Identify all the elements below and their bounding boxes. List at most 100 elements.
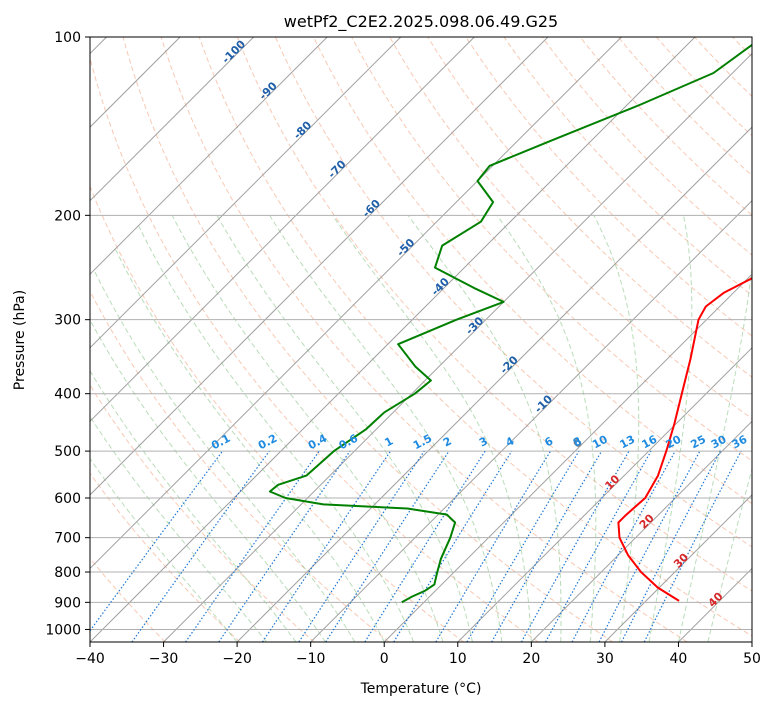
dry-adiabat-line	[465, 37, 752, 337]
moist-adiabat-line	[496, 215, 597, 642]
mixing-ratio-line	[621, 450, 721, 642]
dry-adiabats	[90, 37, 775, 642]
isobar-gridlines	[90, 37, 752, 630]
moist-adiabat-line	[90, 318, 326, 642]
isotherm-line	[457, 347, 752, 642]
y-axis-ticks: 100 200 300 400 500 600 700 800 900 1000	[45, 30, 90, 638]
isotherm-label: -90	[257, 79, 280, 102]
dry-adiabat-line	[90, 290, 390, 642]
y-tick-label: 800	[54, 565, 81, 581]
dry-adiabat-line	[236, 37, 752, 592]
moist-adiabat-line	[138, 225, 415, 642]
mixing-ratio-line	[298, 450, 425, 642]
dry-adiabat-line	[617, 37, 752, 177]
x-axis-ticks: −40 −30 −20 −10 0 10 20 30 40 50	[75, 642, 761, 667]
dry-adiabat-line	[503, 37, 752, 296]
isotherm-label: 40	[706, 590, 726, 610]
y-tick-label: 300	[54, 313, 81, 329]
isotherm-line	[90, 37, 328, 275]
y-tick-label: 100	[54, 30, 81, 46]
chart-title: wetPf2_C2E2.2025.098.06.49.G25	[284, 12, 558, 32]
dry-adiabat-line	[579, 37, 752, 216]
profile-lines	[268, 43, 752, 604]
moist-adiabat-line	[93, 270, 356, 642]
isotherm-label: -30	[463, 314, 486, 337]
isotherm-line	[236, 126, 752, 642]
dry-adiabat-line	[90, 56, 539, 642]
mixing-ratio-line	[185, 450, 320, 642]
dry-adiabat-line	[160, 37, 688, 642]
mixing-ratio-label: 20	[664, 433, 684, 452]
x-axis-label: Temperature (°C)	[360, 681, 482, 697]
plot-frame	[89, 36, 753, 643]
mixing-ratio-line	[131, 450, 270, 642]
temperature-profile	[617, 277, 752, 602]
mixing-ratio-line	[571, 450, 676, 642]
dewpoint-profile	[268, 43, 752, 604]
moist-adiabat-line	[115, 249, 385, 642]
isotherm-label: -10	[532, 392, 555, 415]
moist-adiabat-line	[407, 215, 562, 642]
dry-adiabat-line	[694, 37, 752, 98]
isotherm-label: -80	[291, 118, 314, 141]
skewed-isotherms	[90, 37, 752, 642]
y-tick-label: 700	[54, 531, 81, 547]
isotherm-line	[530, 420, 752, 642]
dry-adiabat-line	[427, 37, 752, 378]
x-tick-label: 20	[522, 651, 540, 667]
mixing-ratio-label: 1.5	[411, 432, 434, 453]
x-tick-label: 0	[380, 651, 389, 667]
x-tick-label: 40	[670, 651, 688, 667]
mixing-ratio-line	[643, 450, 742, 642]
isotherm-line	[90, 37, 255, 202]
dry-adiabat-line	[771, 37, 775, 642]
plot-area: -100-90-80-70-60-50-40-30-20-10010203040…	[90, 37, 775, 642]
moist-adiabat-line	[648, 215, 693, 642]
mixing-ratio-line	[393, 450, 513, 642]
dry-adiabat-line	[389, 37, 752, 420]
mixing-ratio-label: 1	[382, 434, 395, 449]
mixing-ratio-line	[598, 450, 701, 642]
mixing-ratio-label: 36	[730, 433, 750, 452]
isotherm-label: -100	[219, 37, 248, 66]
moist-adiabat-line	[677, 264, 752, 642]
y-tick-label: 600	[54, 491, 81, 507]
mixing-ratio-line	[545, 450, 652, 642]
y-tick-label: 500	[54, 444, 81, 460]
mixing-ratio-label: 30	[709, 433, 729, 452]
isotherm-line	[678, 567, 752, 642]
x-tick-label: −40	[75, 651, 105, 667]
y-tick-label: 1000	[45, 622, 81, 638]
mixing-ratio-line	[218, 450, 351, 642]
x-tick-label: −20	[222, 651, 252, 667]
mixing-ratio-label: 10	[590, 433, 610, 452]
isotherm-line	[310, 199, 752, 642]
mixing-ratio-line	[520, 450, 630, 642]
isotherm-line	[90, 37, 622, 570]
mixing-ratio-label: 2	[441, 434, 454, 449]
dry-adiabat-line	[541, 37, 752, 256]
moist-adiabat-line	[90, 415, 267, 642]
mixing-ratio-label: 0.1	[209, 432, 232, 453]
mixing-ratio-label: 0.2	[256, 432, 279, 453]
mixing-ratio-lines	[90, 450, 742, 642]
moist-adiabats	[90, 215, 752, 642]
dry-adiabat-line	[313, 37, 752, 505]
dry-adiabat-line	[90, 384, 315, 642]
mixing-ratio-line	[491, 450, 603, 642]
isotherm-line	[90, 37, 549, 496]
dry-adiabat-line	[656, 37, 752, 137]
x-tick-label: 50	[743, 651, 761, 667]
x-tick-label: 30	[596, 651, 614, 667]
mixing-ratio-line	[364, 450, 486, 642]
dry-adiabat-line	[90, 472, 241, 642]
dry-adiabat-line	[351, 37, 752, 462]
isotherm-label: 10	[602, 472, 622, 492]
y-tick-label: 400	[54, 387, 81, 403]
moist-adiabat-line	[216, 215, 473, 642]
isotherm-line	[90, 37, 402, 349]
mixing-ratio-label: 16	[640, 433, 660, 452]
isotherm-line	[751, 641, 752, 642]
